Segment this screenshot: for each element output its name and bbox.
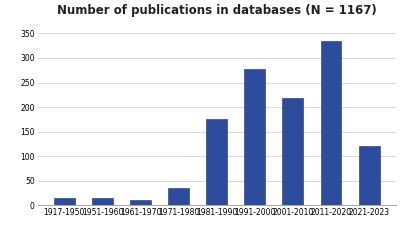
Bar xyxy=(54,198,75,206)
Bar xyxy=(168,188,189,206)
Bar xyxy=(282,98,303,206)
Bar xyxy=(244,69,265,206)
Title: Number of publications in databases (N = 1167): Number of publications in databases (N =… xyxy=(57,4,376,17)
Bar xyxy=(320,41,342,206)
Bar xyxy=(130,199,151,206)
Bar xyxy=(206,119,227,206)
Bar xyxy=(358,146,380,206)
Bar xyxy=(92,198,113,206)
